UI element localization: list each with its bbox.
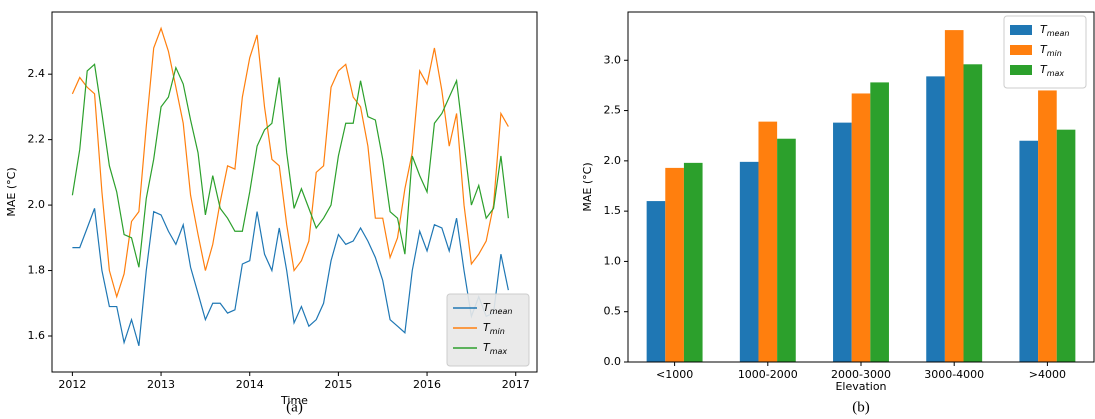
plot-frame xyxy=(51,11,538,373)
plot-frame xyxy=(627,11,1095,363)
bar xyxy=(1019,140,1039,362)
x-axis-label: Elevation xyxy=(835,380,886,393)
bar xyxy=(1038,90,1057,362)
bar xyxy=(870,82,889,363)
legend-label: Tmax xyxy=(483,341,507,356)
bar xyxy=(665,167,684,362)
bar xyxy=(944,30,964,362)
legend-label: Tmax xyxy=(1040,63,1064,78)
y-tick-label: 0.0 xyxy=(604,355,622,368)
y-tick-label: 1.5 xyxy=(604,204,622,217)
legend-swatch xyxy=(1010,45,1032,55)
y-tick-label: 2.2 xyxy=(28,133,46,146)
legend-swatch xyxy=(1010,25,1032,35)
x-tick-label: 2017 xyxy=(502,378,530,391)
bar xyxy=(646,201,666,362)
y-tick-label: 2.0 xyxy=(28,198,46,211)
x-tick-label: <1000 xyxy=(656,368,693,381)
x-tick-label: 3000-4000 xyxy=(924,368,984,381)
line-series xyxy=(71,26,509,299)
x-tick-label: 1000-2000 xyxy=(738,368,798,381)
bar xyxy=(926,76,945,363)
y-tick-label: 2.4 xyxy=(28,67,46,80)
x-tick-label: >4000 xyxy=(1029,368,1066,381)
y-tick-label: 1.0 xyxy=(604,254,622,267)
x-tick-label: 2014 xyxy=(236,378,264,391)
bar xyxy=(683,162,703,362)
x-tick-label: 2000-3000 xyxy=(831,368,891,381)
bar xyxy=(739,161,759,362)
y-tick-label: 1.8 xyxy=(28,264,46,277)
x-tick-label: 2016 xyxy=(413,378,441,391)
line-series xyxy=(72,208,509,346)
bar xyxy=(851,93,871,362)
y-axis-label: MAE (°C) xyxy=(5,167,18,216)
x-axis-label: Time xyxy=(280,394,308,407)
y-tick-label: 2.5 xyxy=(604,104,622,117)
caption: (a) xyxy=(286,399,303,415)
y-tick-label: 1.6 xyxy=(28,329,46,342)
y-tick-label: 2.0 xyxy=(604,154,622,167)
x-tick-label: 2012 xyxy=(58,378,86,391)
caption: (b) xyxy=(852,399,870,415)
bar xyxy=(833,122,852,362)
legend-label: Tmean xyxy=(483,301,512,316)
x-tick-label: 2015 xyxy=(324,378,352,391)
legend-label: Tmin xyxy=(483,321,505,336)
legend-swatch xyxy=(1010,65,1032,75)
x-tick-label: 2013 xyxy=(147,378,175,391)
legend-label: Tmean xyxy=(1040,23,1069,38)
y-tick-label: 0.5 xyxy=(604,305,622,318)
y-axis-label: MAE (°C) xyxy=(581,162,594,211)
bar xyxy=(777,138,796,362)
bar xyxy=(963,64,983,362)
y-tick-label: 3.0 xyxy=(604,53,622,66)
legend-label: Tmin xyxy=(1040,43,1062,58)
bar xyxy=(1056,129,1076,362)
bar xyxy=(758,121,778,362)
line-series xyxy=(71,63,509,268)
